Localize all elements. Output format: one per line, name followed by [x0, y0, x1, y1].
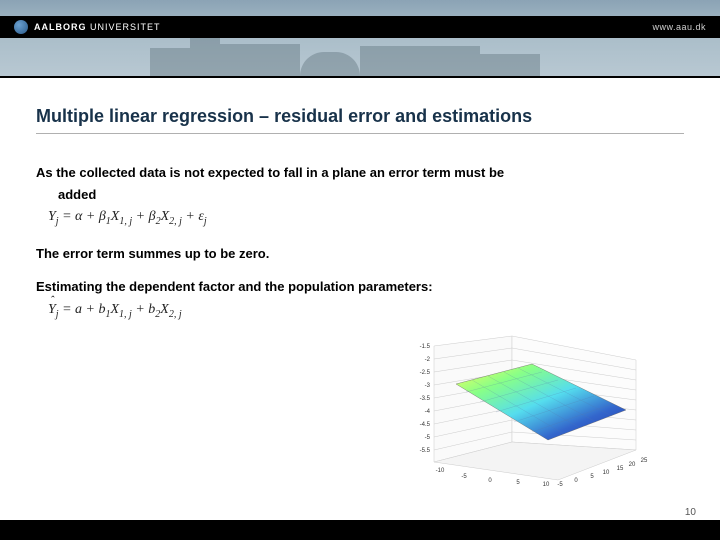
svg-text:5: 5 — [590, 474, 594, 480]
svg-text:0: 0 — [488, 478, 492, 484]
header-banner: AALBORG UNIVERSITET www.aau.dk — [0, 0, 720, 78]
svg-text:-5.5: -5.5 — [420, 448, 431, 454]
paragraph-1-line-2: added — [36, 186, 684, 204]
svg-text:10: 10 — [603, 470, 610, 476]
svg-text:-10: -10 — [436, 468, 445, 474]
logo-bold: AALBORG — [34, 22, 87, 32]
svg-text:-3.5: -3.5 — [420, 396, 431, 402]
svg-text:-3: -3 — [425, 383, 431, 389]
slide-title: Multiple linear regression – residual er… — [36, 106, 684, 134]
svg-text:-5: -5 — [425, 435, 431, 441]
logo: AALBORG UNIVERSITET — [14, 20, 161, 34]
logo-text: AALBORG UNIVERSITET — [34, 22, 161, 32]
svg-text:15: 15 — [617, 466, 624, 472]
logo-globe-icon — [14, 20, 28, 34]
svg-text:-4.5: -4.5 — [420, 422, 431, 428]
paragraph-3: Estimating the dependent factor and the … — [36, 278, 684, 296]
svg-text:-2.5: -2.5 — [420, 370, 431, 376]
surface-chart: -1.5 -2 -2.5 -3 -3.5 -4 -4.5 -5 -5.5 -5 … — [400, 332, 660, 492]
svg-text:-5: -5 — [461, 474, 467, 480]
paragraph-2: The error term summes up to be zero. — [36, 245, 684, 263]
formula-1: Yj = α + β1X1, j + β2X2, j + εj — [36, 207, 684, 245]
svg-text:-5: -5 — [557, 482, 563, 488]
slide-content: Multiple linear regression – residual er… — [0, 78, 720, 338]
logo-light: UNIVERSITET — [87, 22, 161, 32]
svg-text:10: 10 — [543, 482, 550, 488]
svg-text:5: 5 — [516, 480, 520, 486]
page-number: 10 — [685, 507, 696, 518]
header-url: www.aau.dk — [652, 22, 706, 32]
footer-bar — [0, 520, 720, 540]
header-strip: AALBORG UNIVERSITET www.aau.dk — [0, 16, 720, 38]
surface-chart-svg: -1.5 -2 -2.5 -3 -3.5 -4 -4.5 -5 -5.5 -5 … — [400, 332, 660, 492]
header-building-art — [150, 36, 550, 76]
svg-text:-4: -4 — [425, 409, 431, 415]
svg-text:25: 25 — [641, 458, 648, 464]
svg-text:20: 20 — [629, 462, 636, 468]
paragraph-1-line-1: As the collected data is not expected to… — [36, 164, 684, 182]
svg-text:-2: -2 — [425, 357, 431, 363]
svg-text:-1.5: -1.5 — [420, 344, 431, 350]
svg-text:0: 0 — [574, 478, 578, 484]
